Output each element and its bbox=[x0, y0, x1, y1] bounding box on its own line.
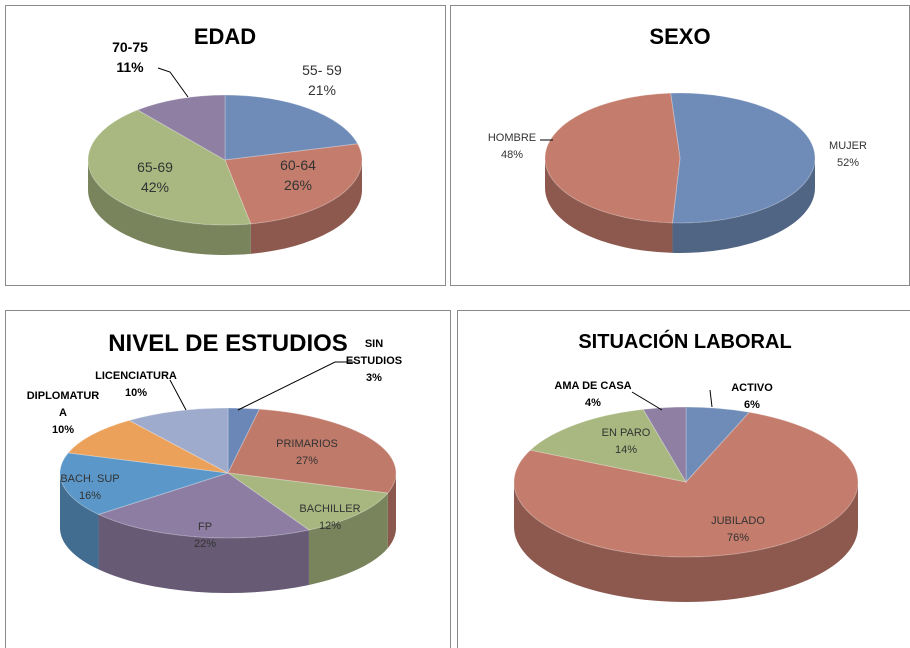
value-label: 10% bbox=[51, 424, 75, 436]
slice-side bbox=[88, 160, 251, 256]
category-label: 65-69 bbox=[137, 159, 173, 175]
leader-line bbox=[631, 391, 663, 411]
data-label: HOMBRE 48% bbox=[482, 130, 542, 164]
slice-side bbox=[672, 158, 815, 254]
category-label: PRIMARIOS bbox=[276, 438, 338, 450]
value-label: 16% bbox=[78, 490, 102, 502]
data-label: PRIMARIOS 27% bbox=[267, 436, 347, 470]
panel bbox=[457, 310, 910, 648]
data-label: FP 22% bbox=[175, 519, 235, 553]
slice bbox=[544, 92, 681, 224]
chart-title: EDAD bbox=[193, 24, 257, 49]
slice bbox=[224, 94, 359, 161]
slice bbox=[227, 407, 261, 474]
category-label: FP bbox=[197, 521, 213, 533]
value-label: 11% bbox=[116, 59, 144, 75]
leader-lines bbox=[157, 67, 713, 411]
slice-side bbox=[250, 160, 362, 254]
value-label: 27% bbox=[295, 455, 319, 467]
slice bbox=[97, 472, 311, 539]
panel bbox=[5, 5, 446, 286]
pies bbox=[59, 92, 859, 602]
data-label: BACH. SUP 16% bbox=[50, 471, 130, 505]
category-label: ACTIVO bbox=[731, 382, 773, 394]
slice bbox=[642, 406, 687, 484]
slice bbox=[529, 408, 688, 483]
category-label: 70-75 bbox=[112, 39, 148, 55]
value-label: 4% bbox=[585, 397, 601, 409]
leader-line bbox=[169, 379, 187, 411]
data-label: SIN ESTUDIOS 3% bbox=[344, 336, 404, 387]
data-label: BACHILLER 12% bbox=[290, 501, 370, 535]
value-label: 48% bbox=[500, 149, 524, 161]
slice-side bbox=[544, 158, 673, 253]
category-label: BACHILLER bbox=[299, 503, 361, 515]
value-label: 14% bbox=[614, 444, 638, 456]
data-label: ACTIVO 6% bbox=[722, 380, 782, 414]
category-label: AMA DE CASA bbox=[554, 380, 632, 392]
slice bbox=[59, 452, 229, 515]
data-label: LICENCIATURA 10% bbox=[95, 368, 177, 402]
slice-side bbox=[308, 493, 388, 585]
chart-title: NIVEL DE ESTUDIOS bbox=[108, 330, 348, 357]
slice-side bbox=[387, 473, 396, 549]
slice-side bbox=[514, 482, 858, 602]
slice bbox=[87, 109, 252, 226]
slice bbox=[685, 406, 751, 484]
category-label: 60-64 bbox=[280, 157, 316, 173]
slice-side bbox=[98, 514, 309, 593]
slice bbox=[127, 407, 229, 474]
slice-side bbox=[60, 473, 99, 570]
category-label: DIPLOMATURA bbox=[26, 390, 100, 419]
slice bbox=[670, 92, 816, 224]
data-label: 70-75 11% bbox=[100, 37, 160, 77]
data-label: MUJER 52% bbox=[818, 138, 878, 172]
category-label: 55- 59 bbox=[302, 62, 342, 78]
chart-title: SITUACIÓN LABORAL bbox=[578, 331, 792, 353]
data-label: 65-69 42% bbox=[125, 157, 185, 197]
category-label: LICENCIATURA bbox=[95, 370, 177, 382]
value-label: 42% bbox=[140, 179, 170, 195]
value-label: 26% bbox=[283, 177, 313, 193]
data-label: AMA DE CASA 4% bbox=[548, 378, 638, 412]
slice bbox=[227, 408, 397, 494]
category-label: MUJER bbox=[829, 140, 867, 152]
slice bbox=[513, 411, 859, 558]
category-label: SIN ESTUDIOS bbox=[345, 338, 403, 367]
leader-line bbox=[157, 67, 189, 98]
value-label: 52% bbox=[836, 157, 860, 169]
data-label: DIPLOMATURA 10% bbox=[25, 388, 101, 439]
slice bbox=[67, 419, 229, 474]
value-label: 10% bbox=[124, 387, 148, 399]
value-label: 76% bbox=[726, 532, 750, 544]
category-label: BACH. SUP bbox=[60, 473, 120, 485]
leader-line bbox=[237, 361, 355, 411]
data-label: JUBILADO 76% bbox=[708, 513, 768, 547]
data-label: 55- 59 21% bbox=[292, 60, 352, 100]
category-label: HOMBRE bbox=[487, 132, 537, 144]
slice bbox=[224, 143, 363, 225]
data-label: 60-64 26% bbox=[268, 155, 328, 195]
value-label: 22% bbox=[193, 538, 217, 550]
value-label: 12% bbox=[318, 520, 342, 532]
chart-title: SEXO bbox=[649, 24, 711, 49]
panel bbox=[5, 310, 451, 648]
category-label: EN PARO bbox=[601, 427, 651, 439]
leader-line bbox=[709, 389, 713, 408]
value-label: 3% bbox=[366, 372, 382, 384]
slice bbox=[227, 472, 389, 531]
value-label: 21% bbox=[307, 82, 337, 98]
category-label: JUBILADO bbox=[711, 515, 765, 527]
data-label: EN PARO 14% bbox=[596, 425, 656, 459]
slice bbox=[136, 94, 226, 161]
value-label: 6% bbox=[744, 399, 760, 411]
